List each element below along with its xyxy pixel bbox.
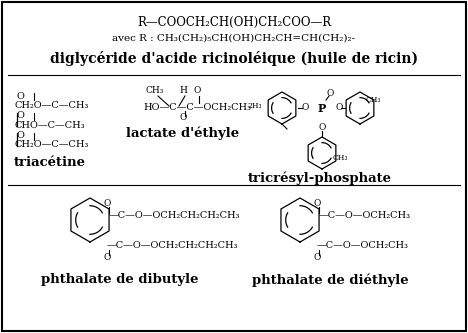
Text: O: O xyxy=(16,112,24,121)
Text: —C—O—OCH₂CH₃: —C—O—OCH₂CH₃ xyxy=(317,240,409,249)
Text: CH₂O—C—CH₃: CH₂O—C—CH₃ xyxy=(15,141,89,150)
Text: R—COOCH₂CH(OH)CH₂COO—R: R—COOCH₂CH(OH)CH₂COO—R xyxy=(137,16,331,29)
Text: CH₃: CH₃ xyxy=(332,154,348,162)
Text: lactate d'éthyle: lactate d'éthyle xyxy=(126,126,240,140)
Text: O: O xyxy=(326,90,334,99)
Text: CHO—C—CH₃: CHO—C—CH₃ xyxy=(15,121,86,130)
Text: H: H xyxy=(179,87,187,96)
Text: O: O xyxy=(313,252,321,261)
Text: tricrésyl-phosphate: tricrésyl-phosphate xyxy=(248,171,392,185)
Text: HO—C—C—OCH₂CH₃: HO—C—C—OCH₂CH₃ xyxy=(143,104,251,113)
Text: —C—O—OCH₂CH₂CH₂CH₃: —C—O—OCH₂CH₂CH₂CH₃ xyxy=(109,210,241,219)
Text: O: O xyxy=(335,104,343,113)
Text: O: O xyxy=(193,87,201,96)
Text: O: O xyxy=(179,114,187,123)
Text: CH₂O—C—CH₃: CH₂O—C—CH₃ xyxy=(15,101,89,110)
Text: CH₃: CH₃ xyxy=(366,96,380,104)
Text: phthalate de diéthyle: phthalate de diéthyle xyxy=(252,273,408,287)
Text: —C—O—OCH₂CH₂CH₂CH₃: —C—O—OCH₂CH₂CH₂CH₃ xyxy=(107,240,239,249)
Text: 2H₃: 2H₃ xyxy=(248,102,262,110)
Text: O: O xyxy=(301,104,309,113)
Text: triacétine: triacétine xyxy=(14,157,86,169)
Text: O: O xyxy=(318,124,326,133)
Text: O: O xyxy=(313,198,321,207)
Text: O: O xyxy=(103,252,111,261)
FancyBboxPatch shape xyxy=(2,2,466,331)
Text: diglycéride d'acide ricinoléique (huile de ricin): diglycéride d'acide ricinoléique (huile … xyxy=(50,51,418,66)
Text: O: O xyxy=(16,92,24,101)
Text: CH₃: CH₃ xyxy=(146,87,164,96)
Text: phthalate de dibutyle: phthalate de dibutyle xyxy=(41,273,199,286)
Text: avec R : CH₃(CH₂)₅CH(OH)CH₂CH=CH(CH₂)₂-: avec R : CH₃(CH₂)₅CH(OH)CH₂CH=CH(CH₂)₂- xyxy=(112,34,356,43)
Text: O: O xyxy=(103,198,111,207)
Text: P: P xyxy=(318,103,326,114)
Text: —C—O—OCH₂CH₃: —C—O—OCH₂CH₃ xyxy=(319,210,411,219)
Text: O: O xyxy=(16,132,24,141)
